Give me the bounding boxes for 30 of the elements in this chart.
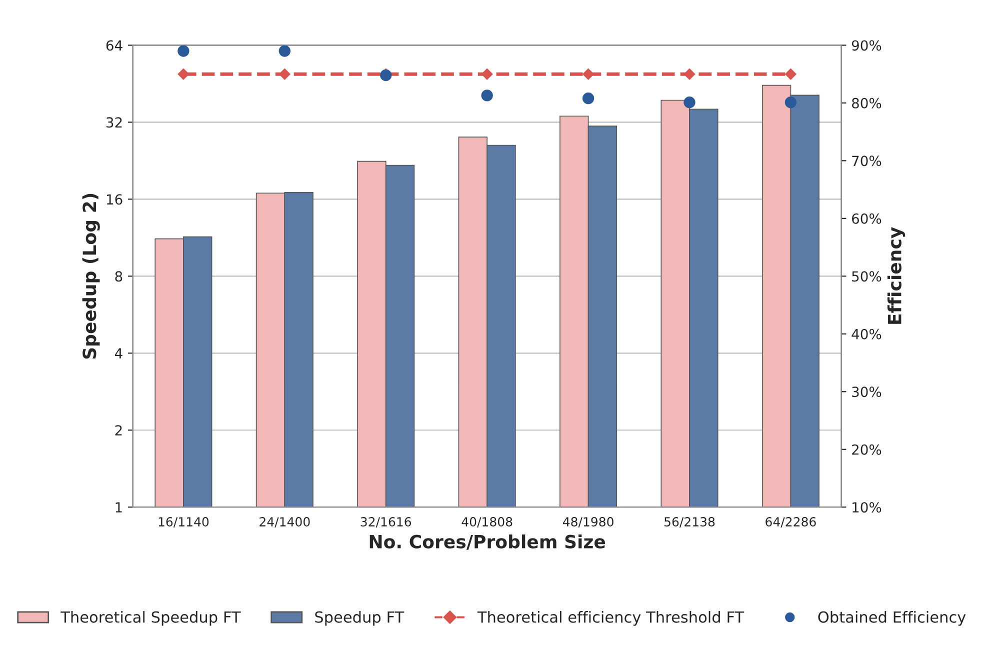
- y-tick-label: 2: [115, 425, 122, 436]
- x-tick-label: 16/1140: [158, 517, 209, 528]
- x-axis-title: No. Cores/Problem Size: [370, 534, 606, 550]
- y-tick-label: 8: [115, 271, 122, 282]
- legend-label: Speedup FT: [315, 611, 404, 626]
- x-tick-label: 64/2286: [766, 517, 816, 528]
- x-tick-label: 40/1808: [462, 517, 512, 528]
- y2-tick-label: 40%: [852, 328, 882, 340]
- y2-tick-label: 20%: [852, 444, 882, 455]
- y2-tick-label: 10%: [852, 502, 882, 513]
- y-tick-label: 4: [114, 348, 122, 358]
- legend-label: Obtained Efficiency: [818, 611, 966, 626]
- y2-tick-label: 50%: [852, 271, 882, 282]
- y2-tick-label: 70%: [852, 156, 882, 166]
- legend-label: Theoretical efficiency Threshold FT: [477, 611, 744, 626]
- x-tick-label: 24/1400: [260, 517, 310, 528]
- y-tick-label: 64: [106, 40, 122, 51]
- y2-axis-title: Efficiency: [887, 227, 906, 324]
- x-tick-label: 32/1616: [360, 517, 412, 528]
- legend-label: Theoretical Speedup FT: [60, 611, 241, 626]
- y2-tick-label: 80%: [852, 98, 882, 108]
- x-tick-label: 48/1980: [562, 517, 614, 528]
- y-axis-title: Speedup (Log 2): [82, 194, 100, 359]
- y2-tick-label: 30%: [852, 386, 882, 398]
- y-tick-label: 16: [106, 194, 122, 205]
- y-tick-label: 1: [116, 502, 122, 512]
- y-tick-label: 32: [106, 117, 122, 128]
- y2-tick-label: 60%: [852, 213, 882, 224]
- x-tick-label: 56/2138: [664, 517, 715, 528]
- y2-tick-label: 90%: [852, 40, 882, 51]
